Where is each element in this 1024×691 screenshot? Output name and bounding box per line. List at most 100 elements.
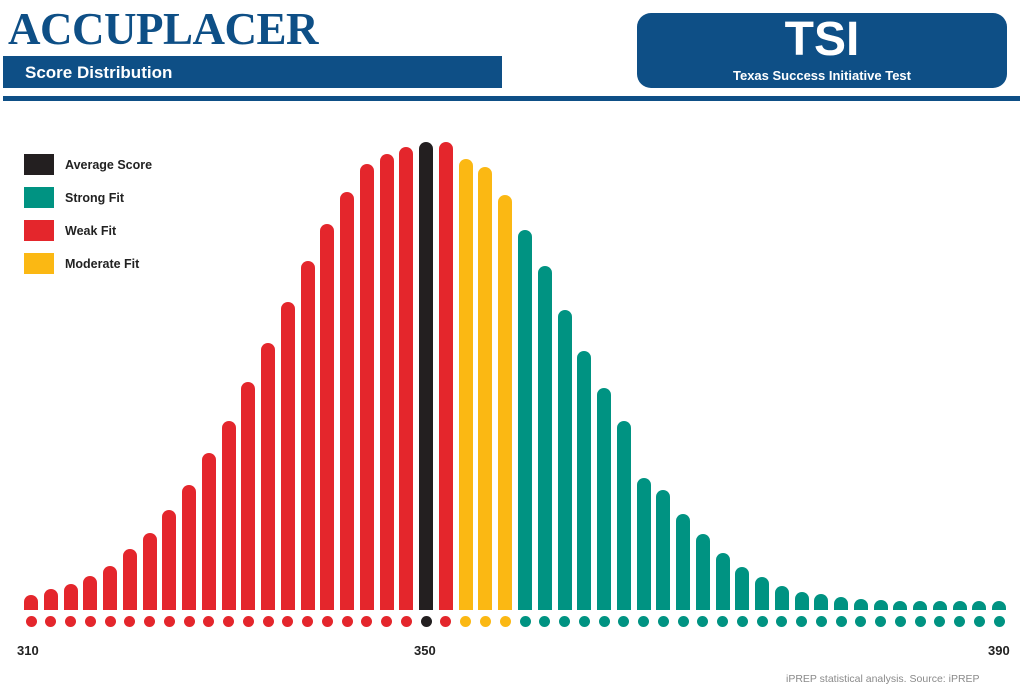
bar-strong — [913, 601, 928, 610]
dot-moderate — [499, 616, 511, 627]
bar-strong — [537, 266, 552, 610]
bar-strong — [636, 478, 651, 610]
dot-weak — [183, 616, 195, 627]
bar-weak — [340, 192, 355, 610]
x-tick-label: 390 — [988, 643, 1010, 658]
dot-weak — [321, 616, 333, 627]
dot-weak — [341, 616, 353, 627]
dot-strong — [894, 616, 906, 627]
bar-moderate — [478, 167, 493, 610]
dot-strong — [736, 616, 748, 627]
dot-strong — [954, 616, 966, 627]
dot-strong — [697, 616, 709, 627]
bar-moderate — [458, 159, 473, 610]
dot-strong — [657, 616, 669, 627]
bar-strong — [577, 351, 592, 610]
bar-strong — [952, 601, 967, 610]
dot-weak — [223, 616, 235, 627]
legend-swatch-average — [24, 154, 54, 175]
dot-weak — [361, 616, 373, 627]
bar-strong — [557, 310, 572, 610]
x-tick-label: 350 — [414, 643, 436, 658]
bar-weak — [359, 164, 374, 610]
dot-strong — [973, 616, 985, 627]
bar-weak — [162, 510, 177, 610]
bar-weak — [142, 533, 157, 610]
bar-weak — [320, 224, 335, 610]
bar-strong — [676, 514, 691, 610]
bar-weak — [280, 302, 295, 610]
bar-strong — [932, 601, 947, 610]
bar-weak — [182, 485, 197, 610]
dot-strong — [598, 616, 610, 627]
dot-strong — [559, 616, 571, 627]
legend: Average Score Strong Fit Weak Fit Modera… — [24, 148, 152, 280]
bar-weak — [241, 382, 256, 610]
legend-label: Moderate Fit — [65, 256, 140, 271]
dot-moderate — [460, 616, 472, 627]
dot-weak — [65, 616, 77, 627]
dot-weak — [242, 616, 254, 627]
dot-weak — [104, 616, 116, 627]
bar-weak — [43, 589, 58, 610]
legend-item-weak: Weak Fit — [24, 214, 152, 247]
bar-strong — [834, 597, 849, 610]
bar-strong — [992, 601, 1007, 610]
legend-label: Strong Fit — [65, 190, 125, 205]
dot-weak — [45, 616, 57, 627]
bar-strong — [735, 567, 750, 610]
legend-item-average: Average Score — [24, 148, 152, 181]
dot-strong — [638, 616, 650, 627]
bar-strong — [755, 577, 770, 610]
dot-weak — [302, 616, 314, 627]
dot-strong — [835, 616, 847, 627]
dot-strong — [914, 616, 926, 627]
legend-label: Weak Fit — [65, 223, 117, 238]
bar-strong — [814, 594, 829, 610]
legend-item-strong: Strong Fit — [24, 181, 152, 214]
dot-strong — [756, 616, 768, 627]
bar-weak — [438, 142, 453, 610]
bar-strong — [695, 534, 710, 610]
dot-weak — [163, 616, 175, 627]
dot-weak — [400, 616, 412, 627]
dot-strong — [578, 616, 590, 627]
subtitle-text: Score Distribution — [25, 63, 173, 82]
bar-weak — [122, 549, 137, 610]
bar-strong — [893, 601, 908, 610]
legend-item-moderate: Moderate Fit — [24, 247, 152, 280]
bar-weak — [221, 421, 236, 610]
dot-weak — [124, 616, 136, 627]
dot-strong — [934, 616, 946, 627]
bar-weak — [63, 584, 78, 610]
bar-strong — [972, 601, 987, 610]
bar-weak — [399, 147, 414, 610]
x-tick-label: 310 — [17, 643, 39, 658]
dot-weak — [203, 616, 215, 627]
dot-strong — [677, 616, 689, 627]
source-note: iPREP statistical analysis. Source: iPRE… — [786, 673, 980, 685]
bar-weak — [103, 566, 118, 610]
dot-weak — [440, 616, 452, 627]
tsi-badge-title: TSI — [784, 13, 860, 66]
bar-average — [419, 142, 434, 610]
bar-strong — [616, 421, 631, 610]
dot-strong — [815, 616, 827, 627]
brand-title: ACCUPLACER — [8, 4, 319, 54]
dot-weak — [84, 616, 96, 627]
dot-strong — [776, 616, 788, 627]
bar-strong — [715, 553, 730, 610]
bar-strong — [873, 600, 888, 610]
tsi-badge-subtitle: Texas Success Initiative Test — [733, 68, 911, 83]
bar-strong — [774, 586, 789, 610]
dot-strong — [539, 616, 551, 627]
legend-label: Average Score — [65, 157, 153, 172]
dot-weak — [262, 616, 274, 627]
bar-strong — [656, 490, 671, 610]
legend-swatch-moderate — [24, 253, 54, 274]
bar-weak — [83, 576, 98, 610]
dot-weak — [282, 616, 294, 627]
dot-strong — [796, 616, 808, 627]
bar-strong — [853, 599, 868, 610]
